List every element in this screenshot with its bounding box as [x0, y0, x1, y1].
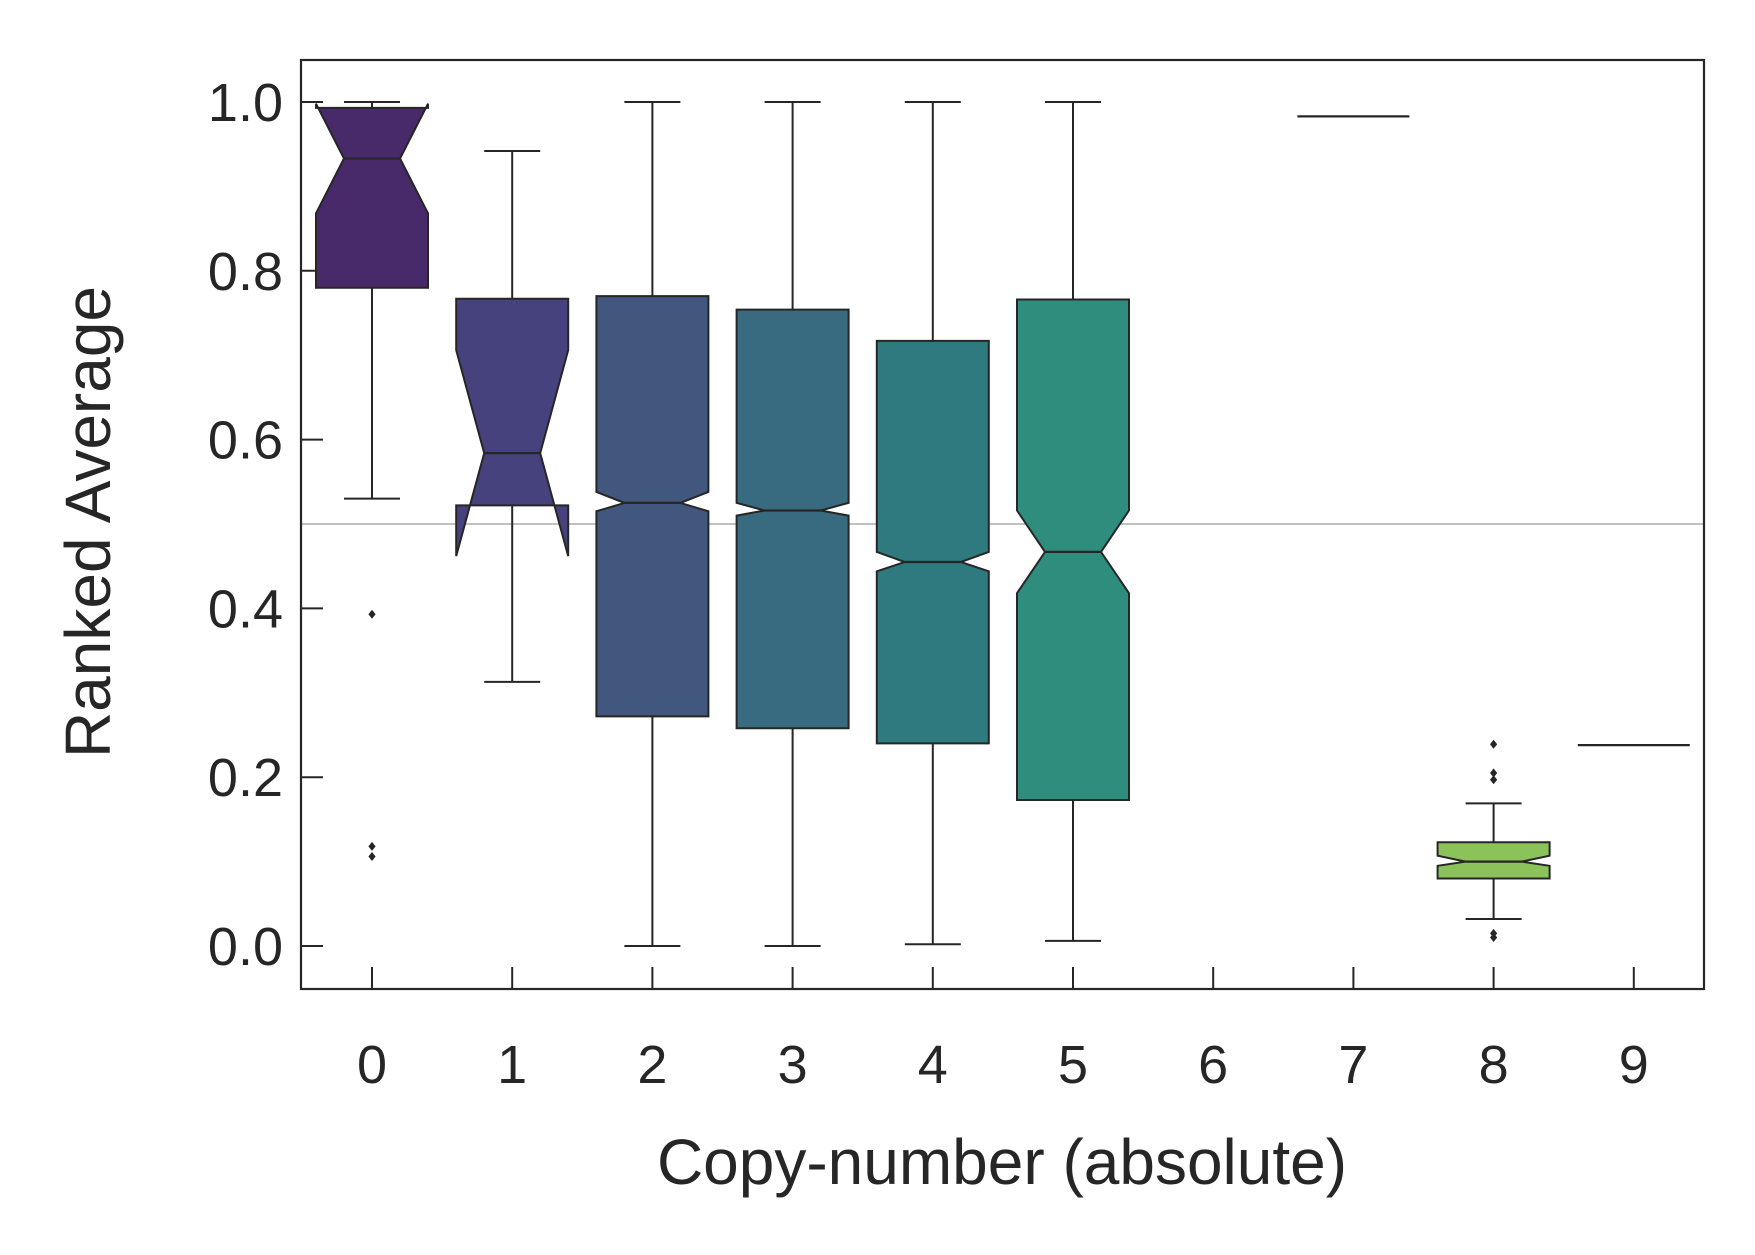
- outlier-point: [1490, 739, 1498, 749]
- plot-frame: [299, 58, 1706, 991]
- y-tick-label: 0.4: [208, 579, 283, 639]
- x-tick-label: 0: [357, 1035, 387, 1095]
- x-axis-label: Copy-number (absolute): [657, 1126, 1347, 1198]
- notched-box-2: [595, 295, 710, 718]
- outlier-point: [368, 852, 376, 862]
- outlier-point: [368, 841, 376, 851]
- y-tick-label: 0.2: [208, 748, 283, 808]
- outlier-point: [1490, 775, 1498, 785]
- y-tick-label: 0.0: [208, 917, 283, 977]
- y-tick-label: 0.6: [208, 411, 283, 471]
- x-tick-label: 8: [1479, 1035, 1509, 1095]
- outlier-point: [1490, 933, 1498, 943]
- notched-box-3: [735, 308, 850, 730]
- notched-box-8: [1436, 841, 1551, 880]
- x-tick-label: 1: [497, 1035, 527, 1095]
- x-tick-label: 2: [637, 1035, 667, 1095]
- x-tick-label: 7: [1338, 1035, 1368, 1095]
- x-tick-label: 6: [1198, 1035, 1228, 1095]
- notched-box-1: [455, 297, 570, 557]
- outlier-point: [368, 609, 376, 619]
- x-tick-label: 4: [918, 1035, 948, 1095]
- y-tick-label: 1.0: [208, 73, 283, 133]
- notched-box-5: [1016, 298, 1130, 801]
- x-tick-label: 9: [1619, 1035, 1649, 1095]
- y-axis-label: Ranked Average: [52, 286, 124, 758]
- plot-area: 0.0 0.2 0.4 0.6 0.8 1.0 0 1 2 3 4 5 6 7 8 9: [208, 58, 1706, 1095]
- x-tick-label: 3: [778, 1035, 808, 1095]
- y-tick-label: 0.8: [208, 242, 283, 302]
- notched-box-4: [875, 339, 990, 745]
- outlier-point: [1490, 768, 1498, 778]
- notched-box-0: [315, 103, 429, 289]
- x-tick-label: 5: [1058, 1035, 1088, 1095]
